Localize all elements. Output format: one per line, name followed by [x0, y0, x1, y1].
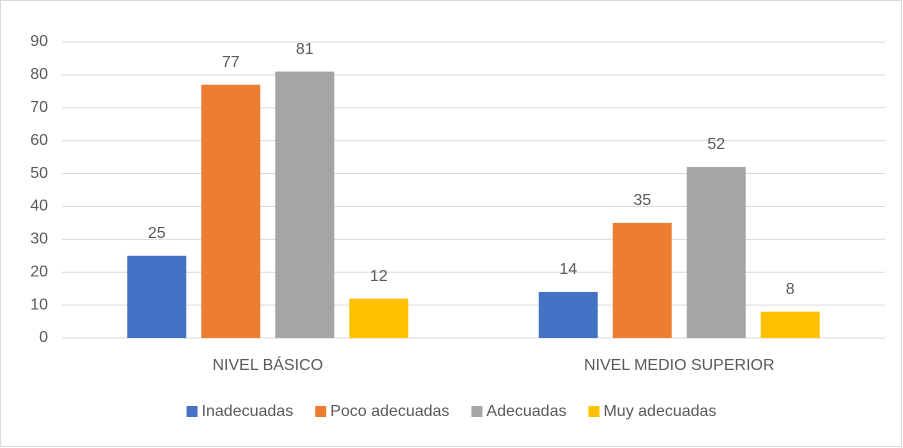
bar — [760, 311, 820, 338]
y-tick-label: 0 — [39, 329, 48, 346]
legend-swatch — [186, 406, 198, 417]
x-tick-label: NIVEL BÁSICO — [212, 355, 323, 374]
y-tick-label: 70 — [30, 99, 48, 116]
x-tick-label: NIVEL MEDIO SUPERIOR — [584, 357, 775, 374]
bar — [201, 84, 261, 338]
legend-label: Poco adecuadas — [330, 403, 449, 420]
bar — [349, 298, 409, 338]
data-label: 81 — [296, 41, 314, 58]
data-label: 52 — [707, 136, 725, 153]
data-label: 12 — [370, 268, 388, 285]
legend-swatch — [471, 406, 483, 417]
data-label: 35 — [633, 192, 651, 209]
legend-label: Inadecuadas — [202, 403, 294, 420]
y-tick-label: 40 — [30, 198, 48, 215]
y-tick-label: 50 — [30, 165, 48, 182]
y-tick-label: 20 — [30, 263, 48, 280]
data-label: 8 — [786, 281, 795, 298]
bar — [686, 166, 746, 338]
y-tick-label: 60 — [30, 132, 48, 149]
y-tick-label: 90 — [30, 33, 48, 50]
bar — [538, 291, 598, 338]
legend-swatch — [315, 406, 327, 417]
bar — [612, 222, 672, 338]
y-tick-label: 80 — [30, 66, 48, 83]
legend-label: Muy adecuadas — [603, 403, 716, 420]
data-label: 25 — [148, 225, 166, 242]
data-label: 77 — [222, 54, 240, 71]
bar — [275, 71, 335, 338]
y-tick-label: 10 — [30, 296, 48, 313]
data-label: 14 — [559, 261, 577, 278]
bar — [127, 255, 187, 338]
y-tick-label: 30 — [30, 231, 48, 248]
legend-label: Adecuadas — [486, 403, 566, 420]
legend-swatch — [588, 406, 600, 417]
